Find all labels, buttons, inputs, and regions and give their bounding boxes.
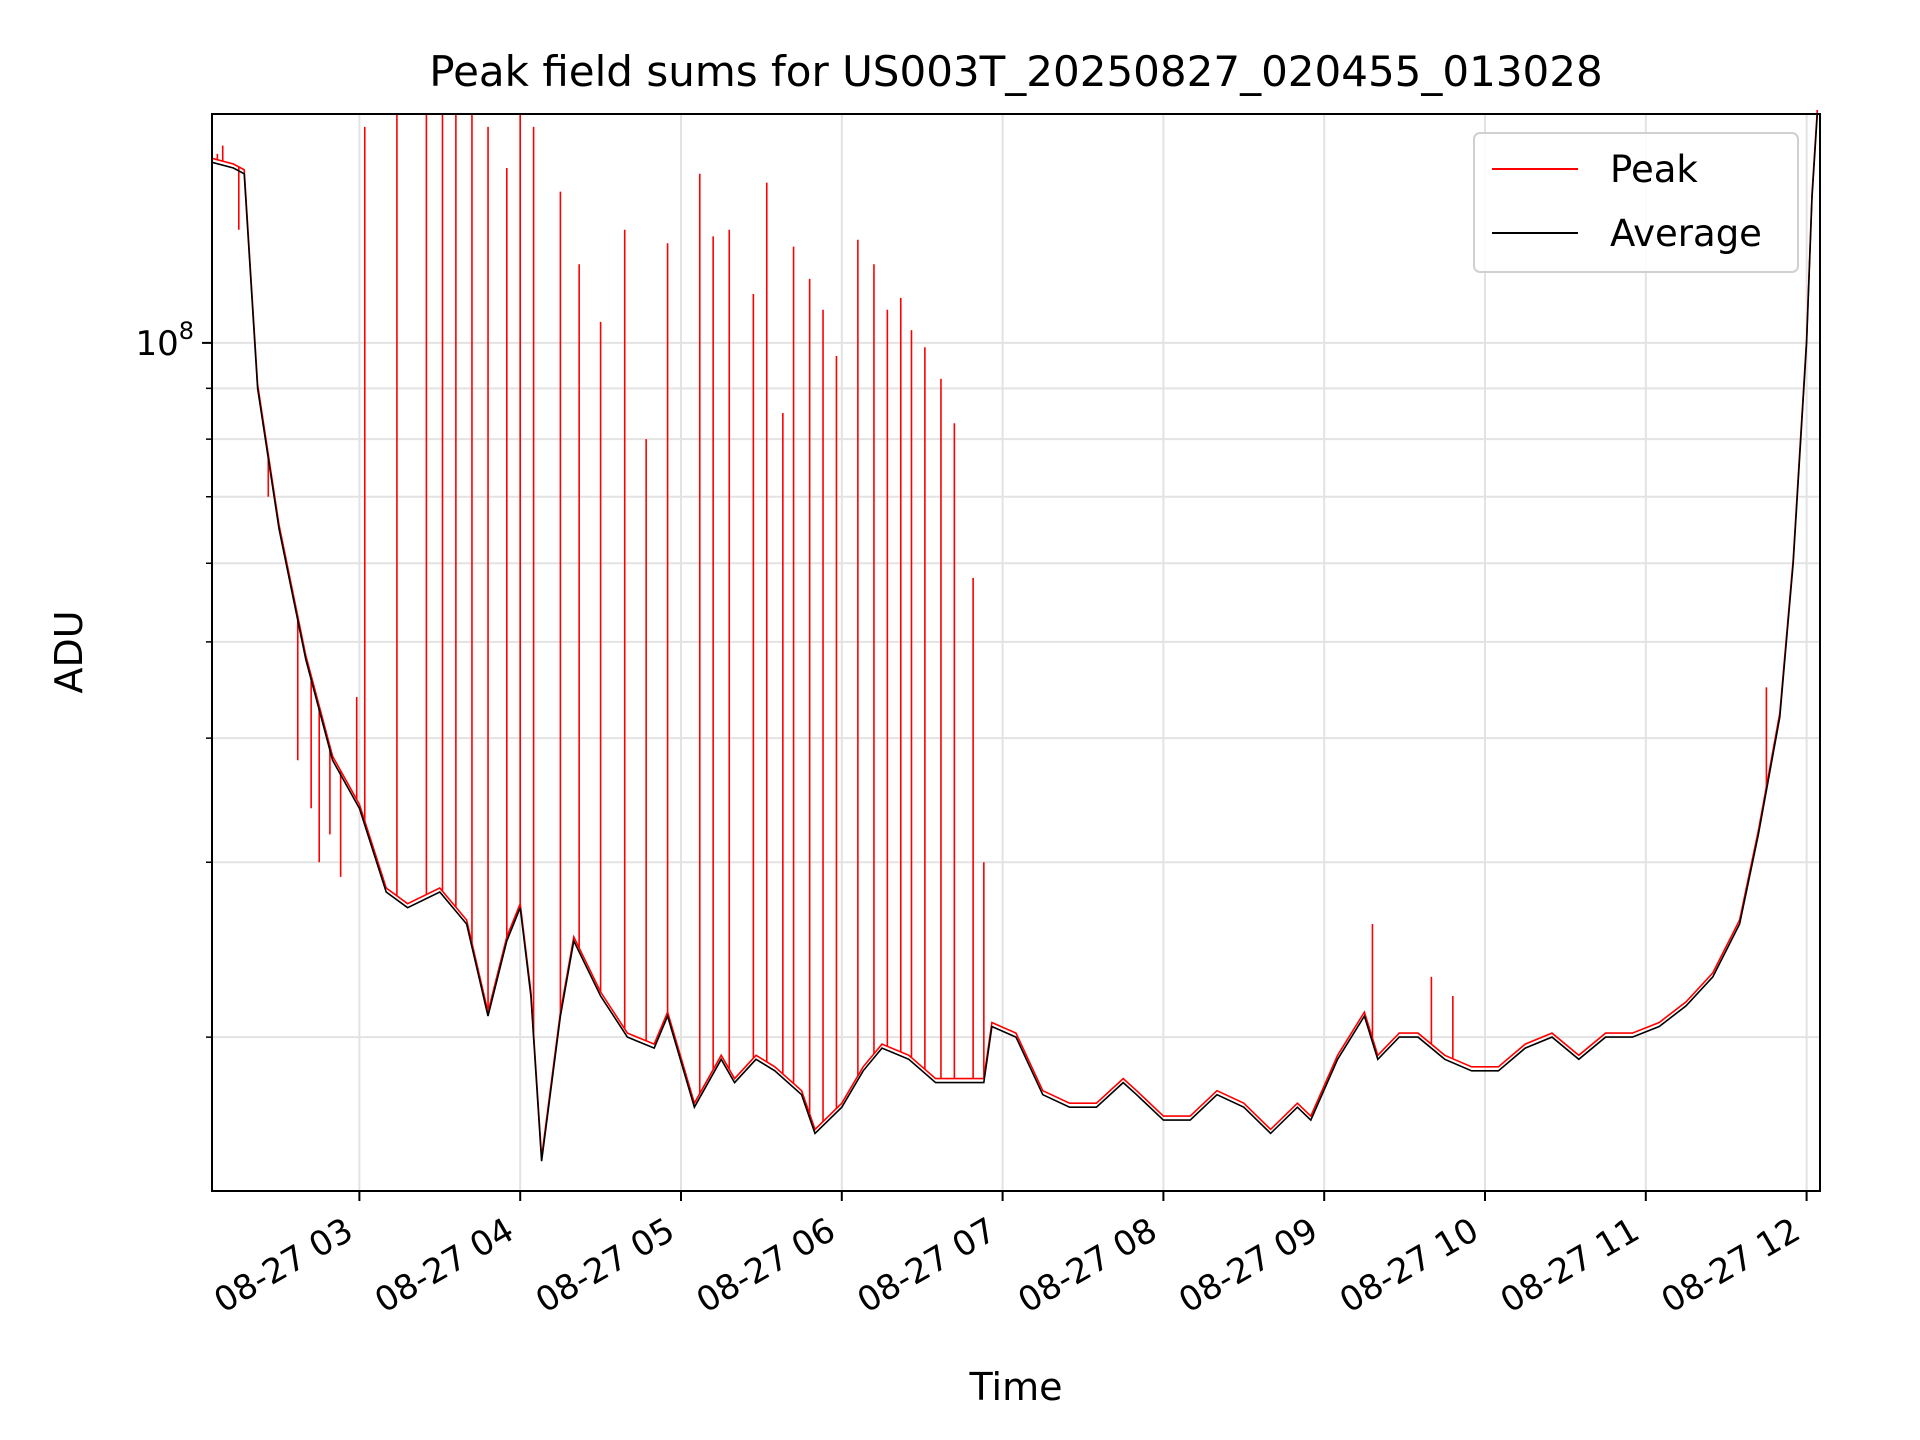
y-tick-base: 10 — [135, 324, 178, 364]
y-tick-exponent: 8 — [179, 317, 194, 345]
x-axis-label: Time — [969, 1365, 1063, 1409]
axes-frame — [211, 113, 1821, 1192]
legend-box — [1473, 132, 1799, 273]
average-line — [211, 113, 1819, 1162]
legend-average-label: Average — [1610, 212, 1762, 255]
legend-peak-label: Peak — [1610, 148, 1698, 191]
plot-series — [211, 109, 1819, 1162]
y-axis-label: ADU — [47, 610, 91, 693]
y-tick-label: 108 — [135, 317, 194, 364]
legend: Peak Average — [1473, 132, 1799, 273]
chart-title: Peak field sums for US003T_20250827_0204… — [429, 47, 1602, 96]
